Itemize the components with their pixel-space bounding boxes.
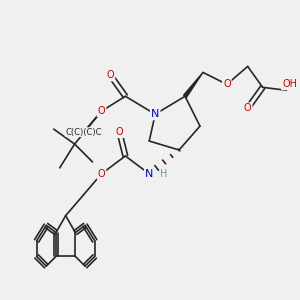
Text: O: O <box>98 169 105 179</box>
Text: OH: OH <box>282 79 297 89</box>
Text: N: N <box>145 169 153 179</box>
Text: O: O <box>106 70 114 80</box>
Text: O: O <box>244 103 251 113</box>
Text: O: O <box>223 79 231 89</box>
Polygon shape <box>184 72 203 98</box>
Text: O: O <box>98 106 105 116</box>
Text: C(C)(C)C: C(C)(C)C <box>65 128 102 136</box>
Text: O: O <box>116 127 123 137</box>
Text: H: H <box>160 169 168 179</box>
Text: N: N <box>151 109 159 119</box>
